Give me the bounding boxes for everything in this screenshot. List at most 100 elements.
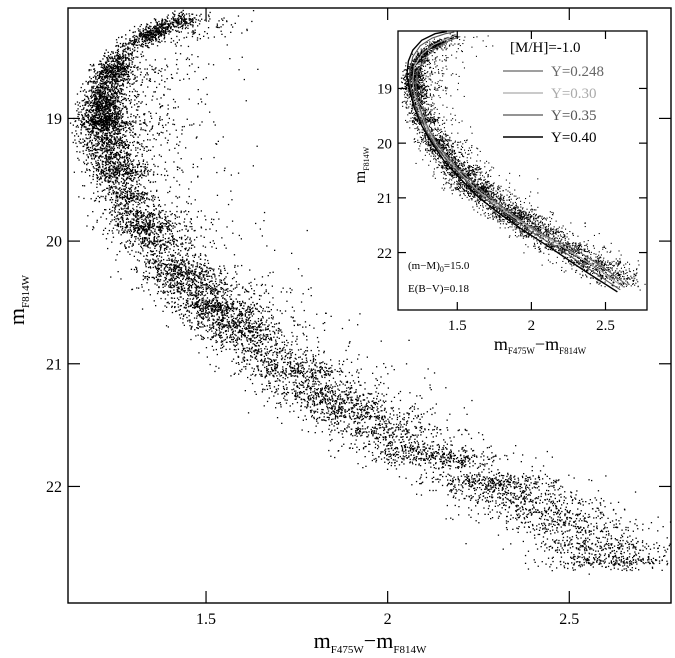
star-point — [206, 267, 208, 269]
star-point — [375, 391, 377, 393]
star-point — [424, 462, 426, 464]
star-point — [234, 326, 236, 328]
star-point — [123, 146, 125, 148]
star-point — [250, 330, 252, 333]
star-point — [462, 462, 464, 464]
star-point — [145, 232, 147, 234]
star-point — [124, 197, 126, 199]
star-point — [176, 245, 178, 247]
star-point — [406, 429, 408, 432]
star-point — [164, 270, 167, 272]
star-point — [122, 182, 124, 185]
star-point — [213, 36, 215, 38]
star-point — [255, 321, 257, 324]
star-point — [236, 284, 238, 286]
star-point — [266, 400, 269, 403]
star-point — [550, 545, 552, 547]
star-point — [119, 162, 122, 164]
star-point — [202, 297, 204, 299]
star-point — [256, 327, 258, 329]
star-point — [219, 324, 221, 326]
star-point — [142, 240, 144, 242]
star-point — [455, 488, 457, 491]
star-point — [146, 275, 149, 278]
star-point — [533, 486, 535, 488]
star-point — [337, 408, 340, 411]
star-point — [615, 526, 617, 528]
star-point — [240, 312, 242, 315]
star-point — [114, 65, 116, 68]
star-point — [191, 322, 193, 324]
star-point — [506, 475, 508, 478]
star-point — [469, 499, 472, 501]
star-point — [88, 124, 90, 127]
star-point — [121, 174, 123, 176]
star-point — [107, 65, 109, 67]
star-point — [115, 92, 117, 94]
star-point — [92, 63, 95, 66]
star-point — [495, 454, 497, 456]
star-point — [245, 320, 247, 322]
star-point — [653, 547, 655, 549]
star-point — [174, 147, 176, 149]
star-point — [249, 269, 251, 271]
star-point — [82, 118, 85, 121]
star-point — [273, 336, 275, 338]
star-point — [544, 526, 546, 529]
star-point — [299, 392, 301, 394]
star-point — [390, 428, 392, 430]
star-point — [91, 114, 93, 116]
star-point — [449, 479, 452, 481]
star-point — [142, 33, 144, 35]
star-point — [153, 30, 155, 32]
star-point — [557, 479, 559, 482]
star-point — [585, 520, 587, 522]
star-point — [463, 474, 465, 476]
star-point — [270, 339, 272, 341]
star-point — [102, 151, 104, 154]
star-point — [321, 431, 323, 433]
star-point — [305, 362, 307, 364]
star-point — [114, 201, 117, 204]
star-point — [100, 99, 102, 101]
star-point — [331, 438, 333, 441]
star-point — [401, 445, 403, 448]
star-point — [135, 95, 137, 97]
star-point — [169, 24, 171, 27]
star-point — [116, 117, 118, 119]
star-point — [201, 301, 203, 303]
star-point — [130, 161, 132, 163]
star-point — [78, 102, 81, 104]
star-point — [307, 403, 309, 405]
star-point — [172, 17, 175, 19]
star-point — [125, 165, 127, 167]
star-point — [145, 123, 147, 125]
star-point — [409, 392, 411, 394]
star-point — [144, 167, 146, 170]
star-point — [135, 120, 137, 122]
star-point — [153, 138, 155, 140]
star-point — [326, 363, 328, 365]
star-point — [178, 196, 181, 198]
star-point — [205, 20, 207, 22]
star-point — [176, 266, 179, 268]
star-point — [261, 322, 263, 324]
star-point — [87, 83, 89, 85]
star-point — [306, 346, 308, 349]
star-point — [117, 170, 119, 172]
star-point — [517, 477, 519, 479]
star-point — [129, 69, 132, 71]
star-point — [617, 557, 620, 559]
star-point — [429, 489, 431, 492]
star-point — [270, 317, 273, 319]
star-point — [294, 353, 297, 356]
star-point — [215, 321, 217, 323]
star-point — [303, 398, 306, 401]
star-point — [147, 74, 149, 76]
star-point — [344, 414, 346, 416]
star-point — [289, 287, 291, 290]
star-point — [620, 550, 622, 553]
star-point — [165, 223, 168, 225]
star-point — [195, 18, 197, 21]
star-point — [547, 490, 550, 492]
